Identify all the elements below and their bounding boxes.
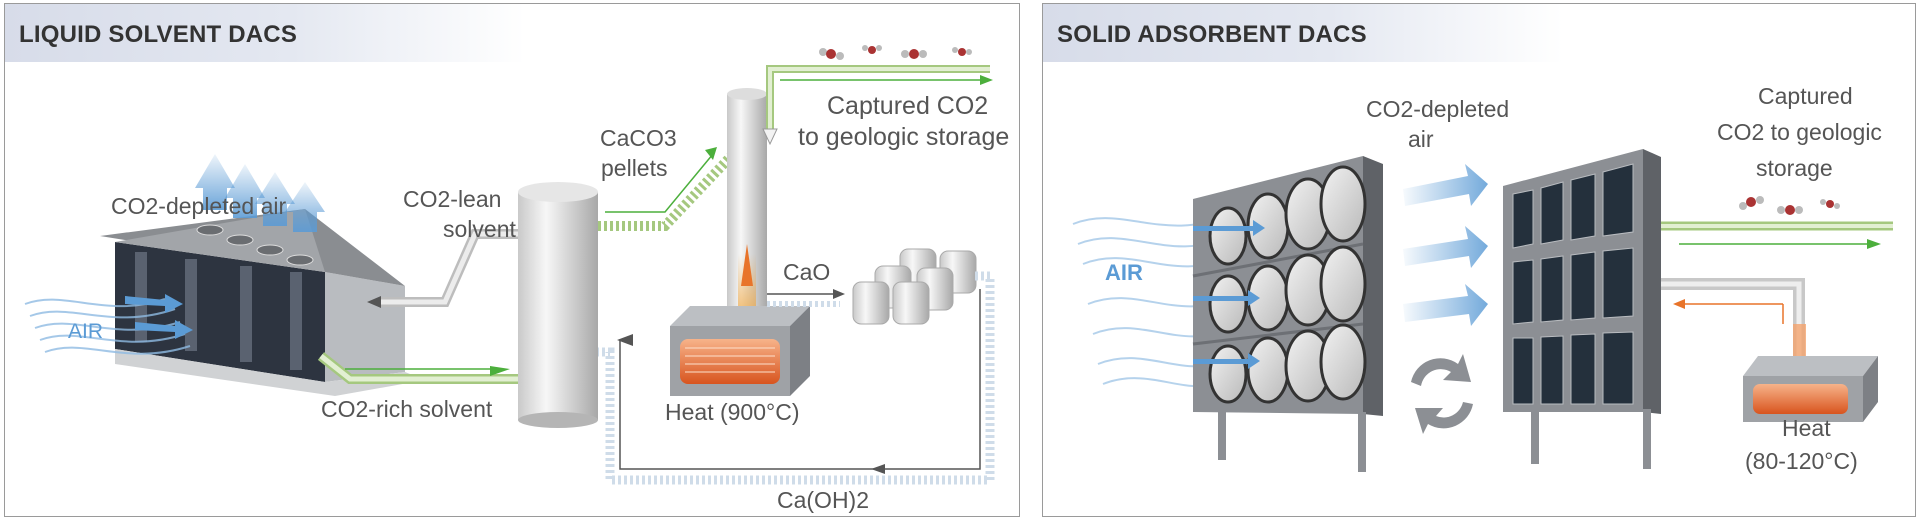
slaker-tanks [852,248,977,325]
panel-title: LIQUID SOLVENT DACS [19,21,298,48]
captured-co2-pipe [762,65,993,146]
solvent-label: solvent [443,216,516,242]
solid-adsorbent-diagram: AIR CO2-depleted air Captured CO2 to geo… [1072,83,1893,474]
heater-box [1743,356,1878,422]
liquid-solvent-panel: LIQUID SOLVENT DACS [4,3,1020,517]
co2-to-geologic-label: CO2 to geologic [1717,119,1882,145]
captured-co2-label: Captured CO2 [827,92,988,120]
storage-label: storage [1756,155,1833,181]
captured-label: Captured [1758,83,1853,109]
co2-molecules-icon [1739,196,1840,215]
pellets-label: pellets [601,155,667,181]
fan-icon [226,234,254,246]
co2-rich-solvent-label: CO2-rich solvent [321,396,493,422]
caco3-label: CaCO3 [600,125,677,151]
heat-label: Heat [1782,415,1831,441]
liquid-solvent-diagram: AIR CO2-depleted air CO2-lean solvent Ca… [24,45,1009,513]
fan-icon [286,254,314,266]
caoh2-loop-pipe [598,271,995,485]
geologic-storage-label: to geologic storage [798,123,1009,151]
air-depleted-label: air [1408,126,1434,152]
air-label: AIR [1105,260,1143,285]
panel-header: LIQUID SOLVENT DACS [5,4,525,62]
captured-co2-pipe [1661,221,1893,249]
cao-label: CaO [783,259,830,285]
depleted-air-arrows [1403,164,1488,326]
co2-depleted-label: CO2-depleted [1366,96,1509,122]
kiln-heat-box [670,306,810,396]
caco3-pellets-pipe [598,147,739,231]
cycle-arrows-icon [1411,354,1473,434]
panel-header: SOLID ADSORBENT DACS [1043,4,1563,62]
heat-pipe [1661,278,1806,359]
co2-depleted-air-label: CO2-depleted air [111,193,286,219]
co2-molecules-icon [819,45,972,60]
calciner-tower [727,88,767,344]
fan-contactor-unit [1192,156,1383,472]
rich-solvent-pipe [317,352,518,384]
fan-icon [256,244,284,256]
air-label: AIR [68,320,103,343]
heat-range-label: (80-120°C) [1745,448,1858,474]
heat-900-label: Heat (900°C) [665,399,799,425]
fan-icon [196,224,224,236]
solid-adsorbent-panel: SOLID ADSORBENT DACS [1042,3,1916,517]
caoh2-label: Ca(OH)2 [777,487,869,513]
co2-lean-label: CO2-lean [403,186,501,212]
depleted-air-up-arrows [195,154,325,232]
absorber-column [518,182,598,428]
cao-arrow [767,289,845,307]
air-arrow-icon [125,294,193,339]
lean-solvent-pipe [367,229,518,308]
panel-title: SOLID ADSORBENT DACS [1057,21,1367,48]
adsorber-unit [1503,149,1661,469]
